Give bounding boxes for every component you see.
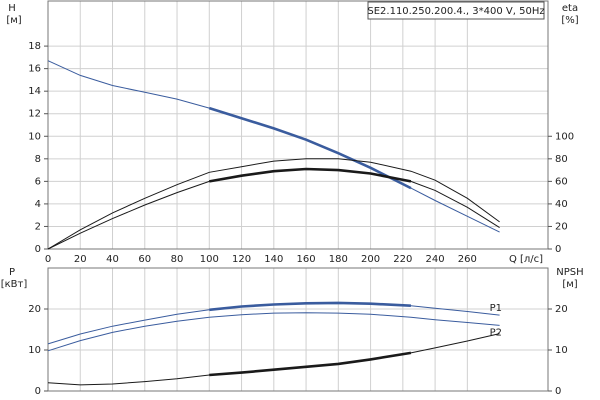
x-tick-label: 140 [264, 254, 283, 265]
y-tick-label: 16 [28, 64, 41, 75]
chart-title: SE2.110.250.200.4., 3*400 V, 50Hz [367, 6, 544, 17]
y2-axis-label: eta [562, 3, 578, 14]
title-box [367, 1, 545, 20]
x-tick-label: 20 [74, 254, 87, 265]
y-axis-unit: [м] [6, 15, 21, 26]
y2-tick-label: 80 [555, 154, 568, 165]
series-line-thick [209, 301, 411, 312]
x-tick-label: 80 [171, 254, 184, 265]
x-tick-label: 40 [106, 254, 119, 265]
x-tick-label: 200 [361, 254, 380, 265]
y-tick-label: 2 [35, 221, 41, 232]
y-tick-label: 6 [35, 176, 41, 187]
x-tick-label: 220 [393, 254, 412, 265]
plot-frame [47, 267, 549, 392]
series-line [47, 312, 500, 352]
series-label: P1 [490, 303, 502, 314]
y2-axis-label: NPSH [556, 267, 583, 278]
y2-tick-label: 10 [555, 345, 568, 356]
y-tick-label: 14 [28, 86, 41, 97]
y-tick-label: 8 [35, 154, 41, 165]
series-line-thick [209, 351, 412, 377]
y-tick-label: 18 [28, 41, 41, 52]
x-tick-label: 160 [297, 254, 316, 265]
y-axis-unit: [кВт] [1, 279, 28, 290]
x-tick-label: 0 [45, 254, 51, 265]
y2-axis-unit: [м] [562, 279, 577, 290]
plot-frame [47, 0, 549, 250]
y-tick-label: 12 [28, 109, 41, 120]
y-tick-label: 4 [35, 199, 41, 210]
x-tick-label: 260 [458, 254, 477, 265]
series-line [47, 158, 500, 250]
y-axis-label: H [8, 3, 16, 14]
x-tick-label: 180 [329, 254, 348, 265]
y2-tick-label: 40 [555, 199, 568, 210]
y-tick-label: 0 [35, 244, 41, 255]
y2-tick-label: 0 [555, 386, 561, 397]
series-line-thick [209, 167, 412, 183]
y2-tick-label: 60 [555, 176, 568, 187]
y2-tick-label: 100 [555, 131, 574, 142]
y2-tick-label: 20 [555, 304, 568, 315]
y2-tick-label: 0 [555, 244, 561, 255]
series-label: P2 [490, 327, 502, 338]
y-axis-label: P [9, 267, 15, 278]
x-tick-label: 240 [426, 254, 445, 265]
y-tick-label: 0 [35, 386, 41, 397]
x-axis-label: Q [л/с] [509, 254, 543, 265]
y2-tick-label: 20 [555, 221, 568, 232]
y-tick-label: 20 [28, 304, 41, 315]
x-tick-label: 100 [200, 254, 219, 265]
series-line-thick [208, 106, 412, 190]
y2-axis-unit: [%] [561, 15, 578, 26]
y-tick-label: 10 [28, 345, 41, 356]
x-tick-label: 60 [138, 254, 151, 265]
x-tick-label: 120 [232, 254, 251, 265]
y-tick-label: 10 [28, 131, 41, 142]
